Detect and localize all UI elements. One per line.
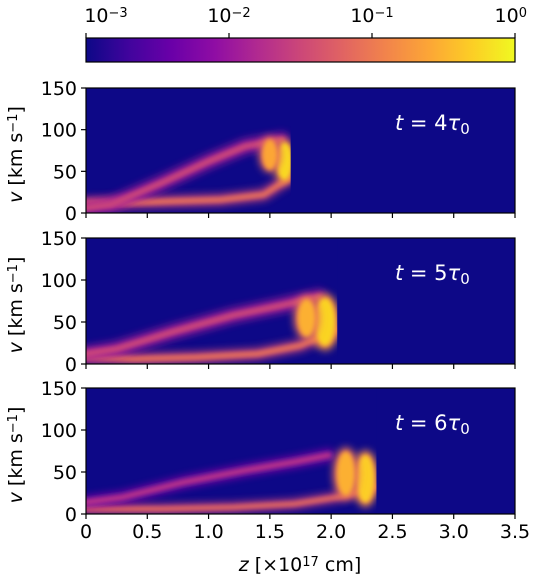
x-tick-label: 3.0 (439, 521, 469, 543)
colorbar-tick-label: 10−1 (350, 5, 393, 27)
panel-2: 0 50 100 150 v [km s−1] t = 5τ0 (5, 228, 516, 376)
y-axis-label: v [km s−1] (5, 106, 27, 203)
panel-frame (85, 387, 516, 515)
y-tick-label: 150 (41, 78, 77, 100)
x-tick-label: 2.0 (316, 521, 346, 543)
y-tick-label: 50 (53, 462, 77, 484)
y-tick-label: 100 (41, 420, 77, 442)
panel-3: 0 50 100 150 0 0.5 1.0 1.5 2.0 2.5 3.0 3.5 v [km s−1… (5, 378, 530, 543)
x-tick-label: 1.0 (193, 521, 223, 543)
y-tick-label: 100 (41, 120, 77, 142)
shock-front-mask (337, 238, 515, 364)
panel-time-label: t = 4τ0 (395, 111, 470, 138)
colorbar-gradient (85, 37, 516, 63)
y-tick-label: 50 (53, 161, 77, 183)
y-tick-label: 50 (53, 312, 77, 334)
y-tick-label: 0 (65, 504, 77, 526)
density-blob (315, 298, 335, 346)
colorbar-tick-label: 10−3 (84, 5, 127, 27)
y-tick-label: 150 (41, 378, 77, 400)
panels: 0 50 100 150 v [km s−1] t = 4τ0 0 50 100 150 v [km… (5, 78, 530, 543)
y-tick-label: 0 (65, 354, 77, 376)
density-map (86, 238, 515, 364)
density-band (86, 136, 286, 212)
density-blob (337, 451, 355, 496)
density-map (86, 88, 515, 213)
density-map (86, 388, 515, 514)
y-tick-label: 150 (41, 228, 77, 250)
y-axis-label: v [km s−1] (5, 407, 27, 504)
density-band (86, 327, 338, 362)
colorbar-tick-label: 10−2 (207, 5, 250, 27)
panel-frame (85, 237, 516, 365)
shock-front-mask (376, 388, 515, 514)
x-axis-label: z [×1017 cm] (238, 554, 362, 576)
density-blob (262, 139, 278, 170)
panel-1: 0 50 100 150 v [km s−1] t = 4τ0 (5, 78, 516, 225)
density-band (86, 452, 332, 505)
y-tick-label: 100 (41, 270, 77, 292)
x-tick-label: 3.5 (500, 521, 530, 543)
colorbar: 10−3 10−2 10−1 100 (84, 5, 527, 63)
density-blob (298, 299, 316, 337)
panel-time-label: t = 5τ0 (395, 261, 470, 288)
density-blob (356, 455, 375, 503)
x-tick-label: 1.5 (255, 521, 285, 543)
colorbar-tick-label: 100 (495, 5, 527, 27)
density-blob (277, 143, 292, 180)
shock-front-mask (290, 88, 515, 213)
y-tick-label: 0 (65, 203, 77, 225)
y-axis-label: v [km s−1] (5, 257, 27, 354)
x-tick-label: 0 (80, 521, 92, 543)
panel-frame (85, 87, 516, 214)
colorbar-ticks: 10−3 10−2 10−1 100 (84, 5, 527, 38)
density-band (86, 293, 323, 358)
x-tick-label: 0.5 (132, 521, 162, 543)
x-tick-label: 2.5 (377, 521, 407, 543)
panel-time-label: t = 6τ0 (395, 411, 470, 438)
